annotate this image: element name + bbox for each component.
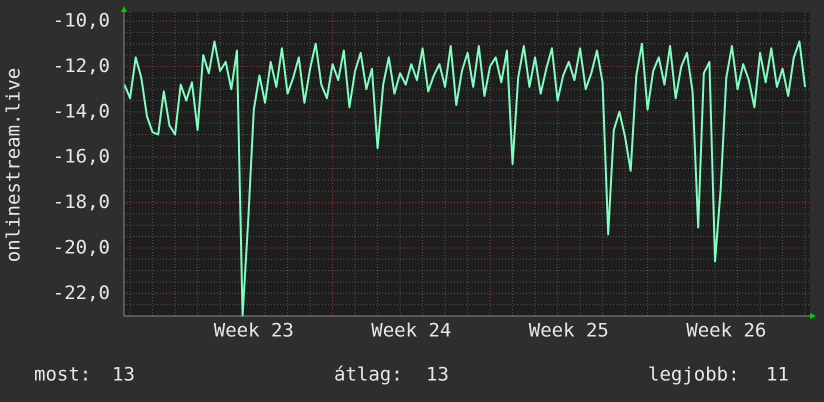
y-tick-label: -16,0	[53, 146, 110, 168]
y-tick-label: -20,0	[53, 236, 110, 258]
y-tick-label: -10,0	[53, 10, 110, 32]
x-tick-label: Week 24	[371, 320, 451, 342]
x-tick-label: Week 26	[686, 320, 766, 342]
footer-label: most:	[34, 364, 91, 386]
x-tick-label: Week 25	[529, 320, 609, 342]
footer-label: legjobb:	[648, 364, 740, 386]
y-tick-label: -14,0	[53, 100, 110, 122]
y-tick-label: -22,0	[53, 282, 110, 304]
axis-arrow	[810, 313, 816, 319]
footer-value: 13	[112, 364, 135, 386]
y-axis-label: onlinestream.live	[3, 68, 25, 262]
axis-arrow	[121, 6, 127, 12]
footer-value: 13	[426, 364, 449, 386]
y-tick-label: -18,0	[53, 191, 110, 213]
footer-label: átlag:	[334, 364, 403, 386]
data-line	[123, 40, 807, 317]
footer-value: 11	[766, 364, 789, 386]
plot	[123, 40, 807, 317]
y-tick-label: -12,0	[53, 55, 110, 77]
x-tick-label: Week 23	[214, 320, 294, 342]
